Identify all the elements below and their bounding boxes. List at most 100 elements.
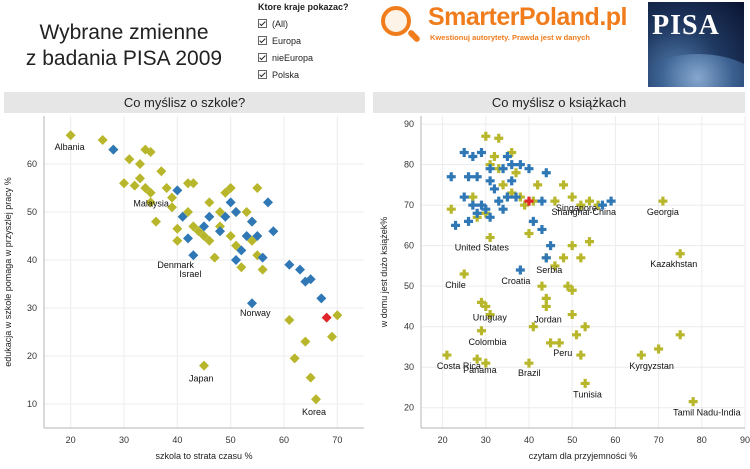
data-point-europa[interactable]	[567, 241, 577, 251]
data-point-nieeuropa[interactable]	[241, 231, 252, 241]
data-point-nieeuropa[interactable]	[485, 176, 495, 186]
data-point-nieeuropa[interactable]	[236, 245, 247, 256]
data-point-europa[interactable]	[241, 207, 252, 217]
data-point-europa[interactable]	[567, 285, 577, 295]
data-point-nieeuropa[interactable]	[489, 184, 499, 194]
data-point-nieeuropa[interactable]	[507, 160, 517, 170]
checkbox-polska[interactable]	[258, 70, 267, 79]
filter-option-europa[interactable]: Europa	[258, 32, 349, 49]
data-point-nieeuropa[interactable]	[498, 204, 508, 214]
filter-option-all[interactable]: (All)	[258, 15, 349, 32]
data-point-europa[interactable]	[145, 147, 156, 157]
data-point-nieeuropa[interactable]	[515, 265, 525, 275]
data-point-europa[interactable]	[576, 200, 586, 210]
data-point-europa[interactable]	[675, 330, 685, 340]
data-point-nieeuropa[interactable]	[498, 164, 508, 174]
data-point-europa[interactable]	[541, 293, 551, 303]
data-point-nieeuropa[interactable]	[108, 144, 119, 155]
data-point-europa[interactable]	[225, 231, 236, 241]
data-point-nieeuropa[interactable]	[305, 274, 316, 285]
data-point-europa[interactable]	[563, 281, 573, 291]
data-point-polska[interactable]	[321, 312, 332, 323]
data-point-europa[interactable]	[129, 180, 140, 191]
data-point-nieeuropa[interactable]	[177, 211, 188, 222]
data-point-nieeuropa[interactable]	[188, 250, 199, 261]
data-point-europa[interactable]	[215, 207, 225, 217]
data-point-europa[interactable]	[584, 196, 594, 206]
data-point-europa[interactable]	[305, 372, 316, 383]
data-point-nieeuropa[interactable]	[541, 168, 551, 178]
data-point-europa[interactable]	[524, 229, 534, 239]
data-point-europa[interactable]	[476, 297, 486, 307]
data-point-nieeuropa[interactable]	[172, 185, 183, 196]
data-point-nieeuropa[interactable]	[263, 197, 273, 208]
data-point-nieeuropa[interactable]	[268, 226, 279, 237]
checkbox-europa[interactable]	[258, 36, 267, 45]
data-point-europa[interactable]	[311, 394, 321, 405]
data-point-nieeuropa[interactable]	[183, 233, 193, 244]
data-point-europa[interactable]	[183, 178, 193, 189]
data-point-europa[interactable]	[257, 264, 268, 275]
data-point-nieeuropa[interactable]	[511, 192, 521, 202]
data-point-europa[interactable]	[520, 200, 530, 210]
data-point-europa[interactable]	[572, 330, 582, 340]
data-point-europa[interactable]	[172, 235, 183, 246]
data-point-nieeuropa[interactable]	[546, 241, 556, 251]
data-point-europa[interactable]	[550, 196, 560, 206]
data-point-europa[interactable]	[567, 192, 577, 202]
data-point-nieeuropa[interactable]	[528, 216, 538, 226]
data-point-nieeuropa[interactable]	[247, 298, 257, 309]
data-point-nieeuropa[interactable]	[215, 226, 225, 237]
data-point-europa[interactable]	[231, 240, 241, 251]
data-point-nieeuropa[interactable]	[502, 152, 512, 162]
data-point-europa[interactable]	[193, 226, 204, 237]
data-point-europa[interactable]	[533, 180, 543, 190]
data-point-nieeuropa[interactable]	[541, 253, 551, 263]
data-point-europa[interactable]	[209, 252, 220, 263]
data-point-nieeuropa[interactable]	[472, 208, 482, 218]
data-point-europa[interactable]	[236, 262, 247, 273]
data-point-europa[interactable]	[559, 180, 569, 190]
data-point-europa[interactable]	[485, 310, 495, 320]
data-point-europa[interactable]	[489, 152, 499, 162]
data-point-europa[interactable]	[220, 187, 231, 198]
data-point-europa[interactable]	[252, 250, 263, 261]
data-point-nieeuropa[interactable]	[199, 221, 209, 232]
data-point-nieeuropa[interactable]	[537, 224, 547, 234]
data-point-europa[interactable]	[332, 310, 343, 321]
data-point-europa[interactable]	[494, 133, 504, 143]
data-point-europa[interactable]	[151, 216, 161, 227]
data-point-europa[interactable]	[204, 235, 215, 246]
data-point-europa[interactable]	[584, 237, 594, 247]
data-point-europa[interactable]	[188, 221, 199, 232]
data-point-europa[interactable]	[247, 235, 257, 246]
data-point-nieeuropa[interactable]	[257, 252, 268, 263]
data-point-nieeuropa[interactable]	[464, 172, 474, 182]
data-point-europa[interactable]	[507, 188, 517, 198]
data-point-nieeuropa[interactable]	[252, 231, 263, 241]
data-point-europa[interactable]	[658, 196, 668, 206]
data-point-nieeuropa[interactable]	[446, 172, 456, 182]
data-point-nieeuropa[interactable]	[515, 160, 525, 170]
data-point-europa[interactable]	[188, 178, 199, 189]
data-point-europa[interactable]	[576, 350, 586, 360]
data-point-nieeuropa[interactable]	[597, 200, 607, 210]
data-point-europa[interactable]	[468, 192, 478, 202]
data-point-europa[interactable]	[559, 253, 569, 263]
data-point-europa[interactable]	[524, 358, 534, 368]
data-point-europa[interactable]	[135, 173, 145, 184]
data-point-nieeuropa[interactable]	[247, 216, 257, 227]
data-point-nieeuropa[interactable]	[606, 196, 616, 206]
checkbox-all[interactable]	[258, 19, 267, 28]
data-point-europa[interactable]	[183, 207, 193, 217]
data-point-nieeuropa[interactable]	[485, 212, 495, 222]
data-point-europa[interactable]	[511, 168, 521, 178]
data-point-nieeuropa[interactable]	[485, 164, 495, 174]
data-point-nieeuropa[interactable]	[459, 192, 469, 202]
data-point-polska[interactable]	[524, 196, 534, 206]
data-point-europa[interactable]	[507, 147, 517, 157]
data-point-nieeuropa[interactable]	[451, 220, 461, 230]
data-point-europa[interactable]	[546, 338, 556, 348]
data-point-europa[interactable]	[481, 131, 491, 141]
data-point-europa[interactable]	[135, 159, 145, 169]
